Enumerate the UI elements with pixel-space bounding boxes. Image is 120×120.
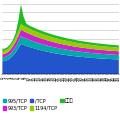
Legend: 995/TCP, 993/TCP, /TCP, 1194/TCP, その他: 995/TCP, 993/TCP, /TCP, 1194/TCP, その他 bbox=[3, 98, 74, 111]
